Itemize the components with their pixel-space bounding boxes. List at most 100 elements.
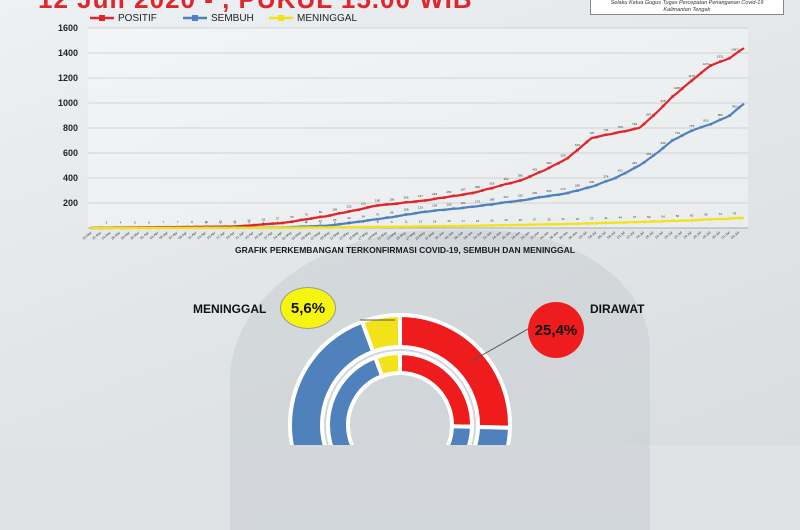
x-tick-label: 20-Jul <box>664 231 674 240</box>
point-positif <box>528 175 532 178</box>
point-meninggal <box>642 220 646 224</box>
data-label: 29 <box>262 217 266 221</box>
x-tick-label: 14-Jun <box>491 231 502 241</box>
data-label: 54 <box>362 214 366 218</box>
point-positif <box>633 127 636 131</box>
y-tick-label: 800 <box>63 123 78 133</box>
data-label: 352 <box>504 177 509 181</box>
point-sembuh <box>576 189 579 192</box>
x-tick-label: 08-Jul <box>606 231 616 240</box>
point-sembuh <box>623 171 627 175</box>
x-tick-label: 19-Apr <box>225 230 236 240</box>
point-sembuh <box>671 138 674 142</box>
point-positif <box>290 220 294 224</box>
data-label: 1387 <box>731 48 738 52</box>
point-positif <box>547 166 551 170</box>
point-positif <box>509 181 513 185</box>
point-positif <box>718 60 722 63</box>
x-tick-label: 17-Apr <box>216 230 227 240</box>
point-sembuh <box>585 186 589 190</box>
data-label: 421 <box>618 168 623 172</box>
x-tick-label: 15-Apr <box>206 230 217 240</box>
x-tick-label: 12-Jul <box>626 231 636 240</box>
legend-marker-meninggal <box>278 15 284 21</box>
data-label: 180 <box>375 199 380 203</box>
data-label: 5 <box>134 220 136 224</box>
point-sembuh <box>414 211 417 215</box>
data-label: 746 <box>603 128 608 132</box>
point-meninggal <box>328 226 332 229</box>
x-tick-label: 28-Jun <box>558 231 569 241</box>
point-meninggal <box>404 225 408 228</box>
point-sembuh <box>385 216 389 219</box>
data-label: 29 <box>547 217 551 221</box>
point-meninggal <box>395 225 398 229</box>
point-positif <box>366 206 370 209</box>
point-sembuh <box>499 201 503 205</box>
point-positif <box>319 215 322 219</box>
data-label: 5 <box>320 220 322 224</box>
point-meninggal <box>252 226 256 230</box>
point-sembuh <box>642 161 646 164</box>
point-positif <box>690 79 693 83</box>
x-tick-label: 01-May <box>281 231 292 242</box>
data-label: 70 <box>376 212 380 216</box>
data-label: 16 <box>447 219 451 223</box>
point-sembuh <box>538 195 541 199</box>
donut-chart <box>288 312 536 445</box>
x-tick-label: 06-Jul <box>597 231 607 240</box>
point-positif <box>623 129 627 133</box>
point-positif <box>699 71 703 75</box>
point-positif <box>414 200 417 203</box>
point-meninggal <box>138 226 141 230</box>
point-sembuh <box>395 215 398 218</box>
data-label: 267 <box>461 188 466 192</box>
data-label: 380 <box>518 174 523 178</box>
point-positif <box>671 95 674 98</box>
point-positif <box>385 203 389 206</box>
point-positif <box>242 224 246 228</box>
label-meninggal: MENINGGAL <box>193 302 267 316</box>
point-meninggal <box>338 225 341 229</box>
point-meninggal <box>157 226 160 230</box>
value-meninggal: 5,6% <box>290 299 326 317</box>
data-label: 3 <box>248 221 250 225</box>
point-meninggal <box>709 218 712 221</box>
point-positif <box>604 133 608 137</box>
x-tick-label: 20-Jun <box>520 231 531 241</box>
point-meninggal <box>176 226 179 230</box>
data-label: 3 <box>234 221 236 225</box>
data-label: 37 <box>276 216 280 220</box>
y-tick-label: 400 <box>63 173 78 183</box>
y-axis: 200 400 600 800 1000 1200 1400 1600 <box>58 23 78 208</box>
x-tick-label: 07-May <box>310 231 321 242</box>
data-label: 4 <box>277 221 279 225</box>
data-label: 5 <box>334 220 336 224</box>
header-title: 12 Juli 2020 - , PUKUL 15.00 WIB <box>38 0 473 12</box>
point-meninggal <box>576 222 579 226</box>
data-label: 975 <box>661 99 666 103</box>
x-tick-label: 28-Jul <box>702 231 712 240</box>
data-label: 330 <box>589 180 594 184</box>
data-label: 12 <box>233 220 237 224</box>
point-meninggal <box>423 225 427 228</box>
data-label: 69 <box>704 212 708 216</box>
point-sembuh <box>509 200 513 204</box>
point-positif <box>423 199 427 202</box>
y-tick-label: 600 <box>63 148 78 158</box>
point-positif <box>614 131 617 135</box>
point-meninggal <box>376 225 379 229</box>
x-tick-label: 01-Jul <box>721 231 731 240</box>
point-positif <box>328 214 332 217</box>
x-tick-label: 29-Apr <box>273 230 284 240</box>
point-meninggal <box>185 226 189 230</box>
attribution-box: Selaku Ketua Gugus Tugas Percepatan Pena… <box>590 0 784 15</box>
data-label: 1178 <box>688 74 695 78</box>
data-label: 161 <box>461 201 466 205</box>
point-meninggal <box>366 225 370 229</box>
attribution-line-1: Selaku Ketua Gugus Tugas Percepatan Pena… <box>610 0 764 6</box>
x-tick-label: 08-Jun <box>463 231 474 241</box>
data-label: 239 <box>532 191 537 195</box>
donut-inner-ring <box>326 350 475 445</box>
